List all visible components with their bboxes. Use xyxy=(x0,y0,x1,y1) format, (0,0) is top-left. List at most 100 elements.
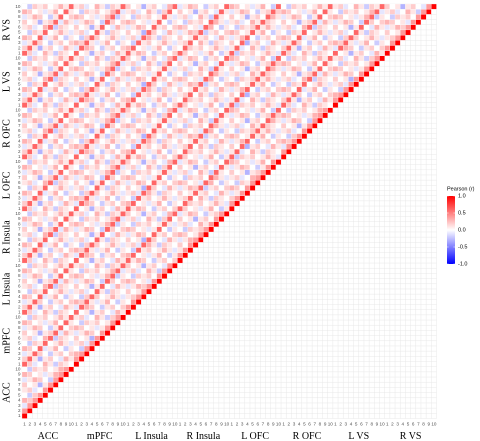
cell xyxy=(141,180,147,186)
cell xyxy=(27,24,33,31)
cell xyxy=(151,3,157,10)
cell xyxy=(172,190,178,196)
cell xyxy=(141,174,147,181)
cell xyxy=(63,34,69,41)
cell xyxy=(229,3,235,10)
cell xyxy=(249,164,256,170)
cell xyxy=(358,34,365,41)
colorbar-tick-label: 0.0 xyxy=(458,227,466,233)
cell xyxy=(223,190,230,196)
cell xyxy=(151,112,157,119)
cell xyxy=(32,309,38,316)
cell xyxy=(146,200,152,207)
cell xyxy=(47,102,54,108)
cell xyxy=(125,55,131,62)
cell xyxy=(172,148,178,155)
y-tick-label: 10 xyxy=(15,263,21,268)
cell xyxy=(130,143,137,150)
cell xyxy=(78,309,85,316)
cell xyxy=(104,283,111,290)
cell xyxy=(109,9,116,15)
cell xyxy=(389,19,396,25)
cell xyxy=(84,345,90,352)
cell xyxy=(187,86,194,93)
cell xyxy=(420,3,427,10)
cell xyxy=(78,76,85,82)
cell xyxy=(161,262,168,269)
cell xyxy=(130,133,137,139)
cell xyxy=(280,9,287,15)
cell xyxy=(32,252,38,259)
cell xyxy=(42,19,49,25)
cell xyxy=(99,29,106,36)
cell xyxy=(125,211,131,217)
cell xyxy=(21,335,28,341)
cell xyxy=(182,185,188,191)
cell xyxy=(120,257,126,264)
cell xyxy=(208,174,214,181)
cell xyxy=(208,143,214,150)
cell xyxy=(115,91,121,98)
cell xyxy=(104,143,111,150)
cell xyxy=(192,9,199,15)
cell xyxy=(146,237,152,243)
cell xyxy=(161,242,168,248)
cell xyxy=(394,34,401,41)
cell xyxy=(32,66,38,72)
cell xyxy=(208,60,214,67)
cell xyxy=(130,159,137,165)
cell xyxy=(291,91,297,98)
cell xyxy=(73,9,80,15)
cell xyxy=(109,195,116,202)
cell xyxy=(306,117,313,124)
cell xyxy=(21,117,28,124)
cell xyxy=(135,283,142,290)
cell xyxy=(260,3,266,10)
cell xyxy=(177,112,183,119)
cell xyxy=(151,133,157,139)
cell xyxy=(37,138,43,145)
cell xyxy=(182,86,188,93)
cell xyxy=(255,143,261,150)
cell xyxy=(21,164,28,170)
cell xyxy=(27,117,33,124)
cell xyxy=(135,45,142,51)
cell xyxy=(42,325,49,331)
cell xyxy=(63,356,69,362)
cell xyxy=(198,24,204,31)
cell xyxy=(130,221,137,227)
cell xyxy=(47,164,54,170)
cell xyxy=(58,288,64,295)
cell xyxy=(208,159,214,165)
cell xyxy=(223,205,230,212)
cell xyxy=(187,40,194,46)
cell xyxy=(84,242,90,248)
cell xyxy=(192,76,199,82)
cell xyxy=(286,19,292,25)
cell xyxy=(244,143,251,150)
cell xyxy=(270,24,277,31)
cell xyxy=(177,138,183,145)
cell xyxy=(37,86,43,93)
cell xyxy=(21,257,28,264)
cell xyxy=(203,133,209,139)
cell xyxy=(234,55,240,62)
cell xyxy=(166,205,173,212)
cell xyxy=(130,14,137,20)
cell xyxy=(291,112,297,119)
y-tick-label: 2 xyxy=(18,149,21,154)
cell xyxy=(244,24,251,31)
cell xyxy=(78,50,85,56)
x-tick-label: 10 xyxy=(224,422,230,427)
cell xyxy=(58,371,64,378)
cell xyxy=(234,190,240,196)
cell xyxy=(260,55,266,62)
cell xyxy=(312,24,318,31)
cell xyxy=(47,60,54,67)
cell xyxy=(135,288,142,295)
cell xyxy=(275,14,282,20)
cell xyxy=(52,195,59,202)
cell xyxy=(182,174,188,181)
cell xyxy=(78,40,85,46)
cell xyxy=(94,242,100,248)
